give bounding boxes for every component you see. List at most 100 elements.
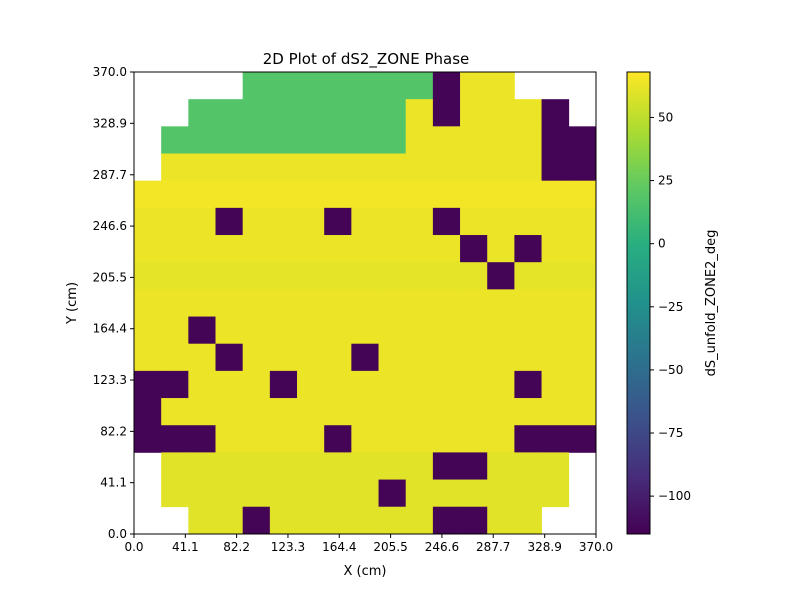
heatmap-cell bbox=[568, 289, 597, 317]
heatmap-cell bbox=[297, 425, 325, 453]
heatmap-cell bbox=[351, 99, 379, 127]
heatmap-cell bbox=[269, 370, 298, 399]
heatmap-cell bbox=[541, 398, 570, 426]
heatmap-cell bbox=[269, 235, 298, 263]
heatmap-cell bbox=[351, 316, 379, 345]
heatmap-cell bbox=[324, 235, 352, 263]
y-axis: 0.0 41.1 82.2 123.3 164.4 205.5 246.6 287.7 328.… bbox=[93, 65, 134, 541]
heatmap-cell bbox=[460, 126, 488, 154]
heatmap-cell bbox=[351, 72, 379, 100]
heatmap-cell bbox=[324, 452, 352, 480]
heatmap-cell bbox=[432, 207, 461, 236]
heatmap-cell bbox=[188, 452, 216, 480]
heatmap-cell bbox=[378, 343, 407, 372]
heatmap-cell bbox=[460, 479, 488, 508]
heatmap-cell bbox=[324, 126, 352, 154]
heatmap-cell bbox=[541, 452, 570, 480]
heatmap-cell bbox=[297, 262, 325, 290]
heatmap-cell bbox=[297, 126, 325, 154]
heatmap-cell bbox=[405, 452, 434, 480]
colorbar-ticks: 50 25 0 −25 −50 −75 −100 bbox=[650, 110, 691, 503]
heatmap-cell bbox=[405, 126, 434, 154]
heatmap-cell bbox=[432, 262, 461, 290]
heatmap-cell bbox=[269, 343, 298, 372]
colorbar-tick-label: −25 bbox=[658, 300, 683, 314]
heatmap-cell bbox=[297, 72, 325, 100]
heatmap-cell bbox=[242, 262, 271, 290]
heatmap-cell bbox=[568, 343, 597, 372]
heatmap-cell bbox=[460, 235, 488, 263]
heatmap-cell bbox=[378, 479, 407, 508]
heatmap-cell bbox=[541, 99, 570, 127]
y-tick-label: 287.7 bbox=[93, 168, 127, 182]
heatmap-cell bbox=[487, 479, 515, 508]
heatmap-cell bbox=[215, 398, 244, 426]
heatmap-cell bbox=[351, 479, 379, 508]
heatmap-cell bbox=[460, 506, 488, 535]
heatmap-cell bbox=[460, 316, 488, 345]
heatmap-cell bbox=[351, 370, 379, 399]
y-tick-label: 41.1 bbox=[100, 476, 127, 490]
heatmap-cell bbox=[215, 235, 244, 263]
heatmap-cell bbox=[161, 153, 189, 182]
heatmap-cell bbox=[405, 506, 434, 535]
heatmap-cell bbox=[215, 180, 244, 209]
heatmap-cell bbox=[541, 180, 570, 209]
heatmap-cell bbox=[460, 99, 488, 127]
heatmap-cell bbox=[405, 370, 434, 399]
heatmap-cell bbox=[568, 425, 597, 453]
heatmap-cell bbox=[324, 289, 352, 317]
heatmap-cell bbox=[487, 126, 515, 154]
heatmap-cell bbox=[269, 99, 298, 127]
heatmap-cell bbox=[134, 370, 162, 399]
heatmap-cell bbox=[242, 207, 271, 236]
heatmap-cell bbox=[568, 316, 597, 345]
colorbar-tick-label: 50 bbox=[658, 110, 673, 124]
heatmap-cell bbox=[188, 289, 216, 317]
heatmap-cell bbox=[188, 370, 216, 399]
heatmap-cell bbox=[161, 126, 189, 154]
x-tick-label: 82.2 bbox=[223, 540, 250, 554]
heatmap-cell bbox=[242, 316, 271, 345]
heatmap-cell bbox=[297, 235, 325, 263]
heatmap-cell bbox=[432, 316, 461, 345]
heatmap-cell bbox=[297, 452, 325, 480]
heatmap-cell bbox=[378, 207, 407, 236]
heatmap-cell bbox=[351, 126, 379, 154]
heatmap-cell bbox=[405, 398, 434, 426]
heatmap-cell bbox=[324, 99, 352, 127]
heatmap-cell bbox=[432, 425, 461, 453]
heatmap-cell bbox=[487, 343, 515, 372]
heatmap-cell bbox=[541, 370, 570, 399]
heatmap-cell bbox=[297, 506, 325, 535]
heatmap-cell bbox=[269, 153, 298, 182]
heatmap-cell bbox=[188, 398, 216, 426]
heatmap-cell bbox=[487, 398, 515, 426]
heatmap-cell bbox=[378, 425, 407, 453]
heatmap-cell bbox=[134, 235, 162, 263]
y-tick-label: 205.5 bbox=[93, 270, 127, 284]
heatmap-cell bbox=[324, 316, 352, 345]
heatmap-cell bbox=[487, 153, 515, 182]
heatmap-cell bbox=[242, 425, 271, 453]
x-axis-label: X (cm) bbox=[344, 564, 387, 579]
heatmap-cell bbox=[324, 207, 352, 236]
heatmap-cell bbox=[405, 153, 434, 182]
heatmap-cell bbox=[432, 370, 461, 399]
heatmap-cell bbox=[378, 99, 407, 127]
heatmap-cell bbox=[324, 262, 352, 290]
heatmap-cell bbox=[405, 207, 434, 236]
heatmap-cell bbox=[514, 126, 542, 154]
heatmap-cell bbox=[432, 506, 461, 535]
heatmap-cell bbox=[324, 370, 352, 399]
heatmap-cell bbox=[188, 99, 216, 127]
heatmap-cell bbox=[351, 452, 379, 480]
heatmap-cell bbox=[405, 99, 434, 127]
heatmap-cell bbox=[514, 99, 542, 127]
heatmap-cell bbox=[487, 506, 515, 535]
heatmap-cell bbox=[378, 289, 407, 317]
heatmap-cell bbox=[514, 207, 542, 236]
heatmap-cell bbox=[161, 316, 189, 345]
heatmap-cell bbox=[351, 425, 379, 453]
heatmap-cell bbox=[269, 316, 298, 345]
